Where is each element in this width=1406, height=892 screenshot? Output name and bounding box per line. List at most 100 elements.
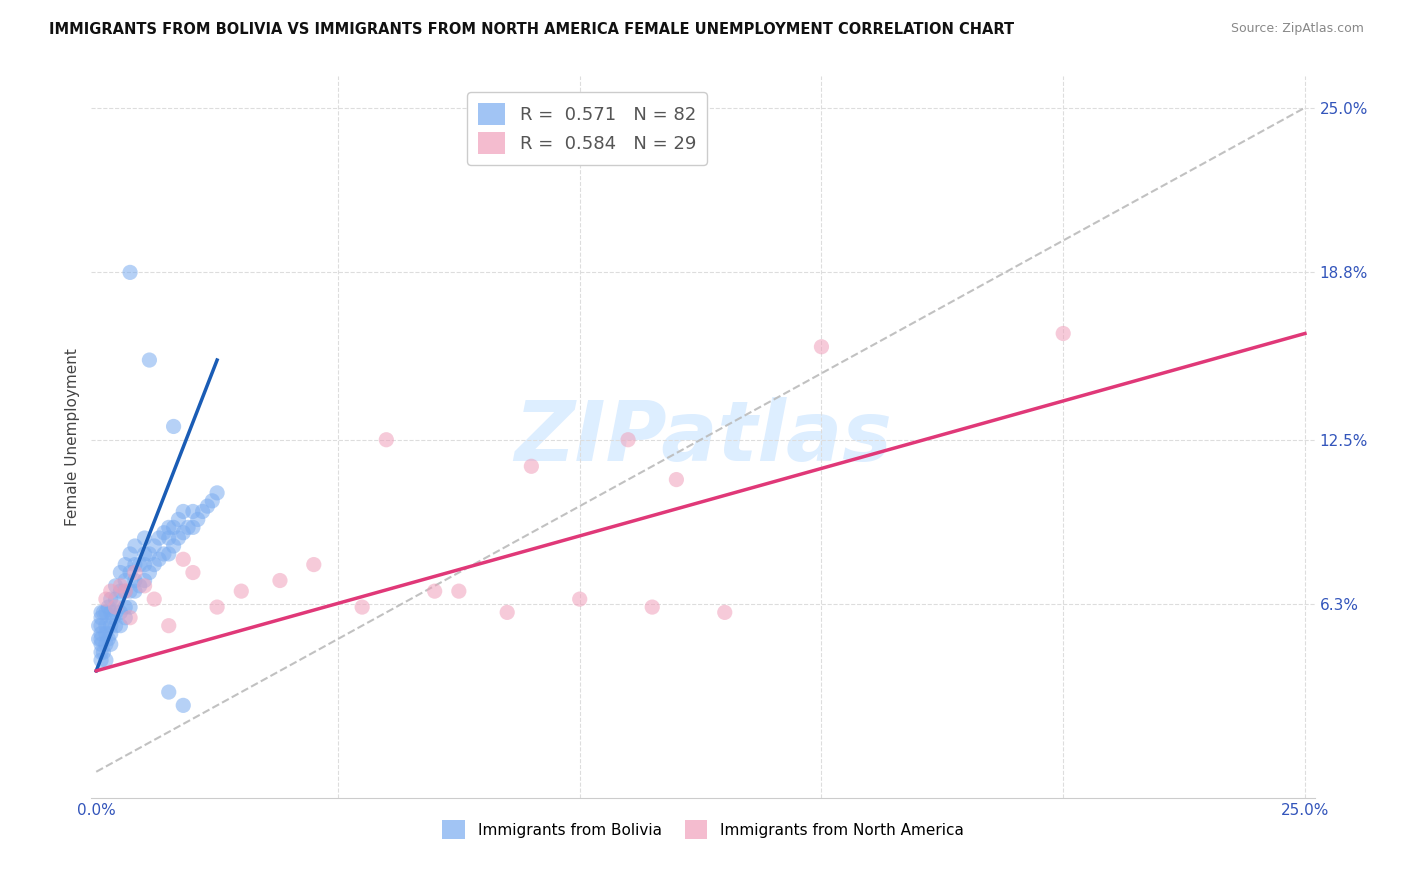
Point (205, 486, 228, 500)
Point (100, 592, 122, 607)
Point (128, 558, 150, 572)
Point (148, 552, 170, 566)
Point (114, 600, 136, 615)
Point (90, 626, 112, 640)
Point (810, 340, 832, 354)
Point (138, 566, 160, 580)
Point (201, 493, 224, 508)
Point (90, 610, 112, 624)
Point (110, 584, 132, 599)
Point (94, 618, 117, 632)
Point (423, 584, 446, 599)
Point (447, 584, 470, 599)
Point (90, 653, 112, 667)
Point (172, 525, 194, 540)
Point (162, 520, 184, 534)
Point (172, 698, 194, 713)
Point (138, 353, 160, 368)
Point (124, 574, 146, 588)
Point (124, 566, 146, 580)
Point (143, 592, 166, 607)
Point (114, 584, 136, 599)
Point (104, 618, 127, 632)
Point (97, 600, 120, 615)
Point (110, 579, 132, 593)
Point (375, 433, 398, 447)
Point (181, 566, 204, 580)
Point (162, 419, 184, 434)
Y-axis label: Female Unemployment: Female Unemployment (65, 348, 80, 526)
Point (120, 584, 142, 599)
Point (713, 606, 735, 620)
Point (114, 558, 136, 572)
Point (124, 539, 146, 553)
Point (568, 592, 591, 607)
Point (87, 618, 110, 632)
Point (134, 579, 156, 593)
Point (120, 265, 142, 279)
Point (157, 531, 180, 545)
Point (134, 531, 156, 545)
Point (120, 566, 142, 580)
Point (302, 558, 325, 572)
Point (104, 579, 127, 593)
Point (90, 618, 112, 632)
Point (93, 645, 115, 659)
Point (90, 637, 112, 651)
Point (104, 606, 127, 620)
Point (269, 574, 291, 588)
Point (134, 547, 156, 561)
Point (94, 653, 117, 667)
Point (110, 618, 132, 632)
Point (205, 600, 228, 615)
Point (153, 525, 176, 540)
Point (120, 600, 142, 615)
Legend: Immigrants from Bolivia, Immigrants from North America: Immigrants from Bolivia, Immigrants from… (436, 814, 970, 845)
Point (110, 566, 132, 580)
Text: Source: ZipAtlas.com: Source: ZipAtlas.com (1230, 22, 1364, 36)
Point (94, 637, 117, 651)
Point (187, 512, 209, 526)
Point (153, 547, 176, 561)
Point (87, 632, 110, 646)
Point (167, 512, 190, 526)
Point (157, 685, 180, 699)
Point (104, 592, 127, 607)
Point (181, 520, 204, 534)
Point (197, 499, 219, 513)
Point (128, 579, 150, 593)
Point (100, 606, 122, 620)
Point (181, 504, 204, 518)
Point (94, 626, 117, 640)
Text: IMMIGRANTS FROM BOLIVIA VS IMMIGRANTS FROM NORTH AMERICA FEMALE UNEMPLOYMENT COR: IMMIGRANTS FROM BOLIVIA VS IMMIGRANTS FR… (49, 22, 1014, 37)
Point (134, 558, 156, 572)
Point (90, 632, 112, 646)
Point (143, 558, 166, 572)
Point (496, 606, 519, 620)
Point (177, 520, 200, 534)
Point (97, 632, 120, 646)
Point (94, 592, 117, 607)
Point (104, 600, 127, 615)
Point (124, 584, 146, 599)
Point (94, 606, 117, 620)
Point (617, 433, 640, 447)
Point (138, 547, 160, 561)
Point (120, 547, 142, 561)
Point (124, 558, 146, 572)
Point (231, 584, 253, 599)
Point (148, 531, 170, 545)
Point (191, 504, 214, 518)
Point (134, 574, 156, 588)
Point (162, 539, 184, 553)
Point (114, 610, 136, 624)
Point (90, 606, 112, 620)
Point (100, 584, 122, 599)
Point (114, 574, 136, 588)
Point (665, 473, 688, 487)
Point (143, 539, 166, 553)
Point (120, 610, 142, 624)
Point (352, 600, 374, 615)
Point (641, 600, 664, 615)
Point (93, 606, 115, 620)
